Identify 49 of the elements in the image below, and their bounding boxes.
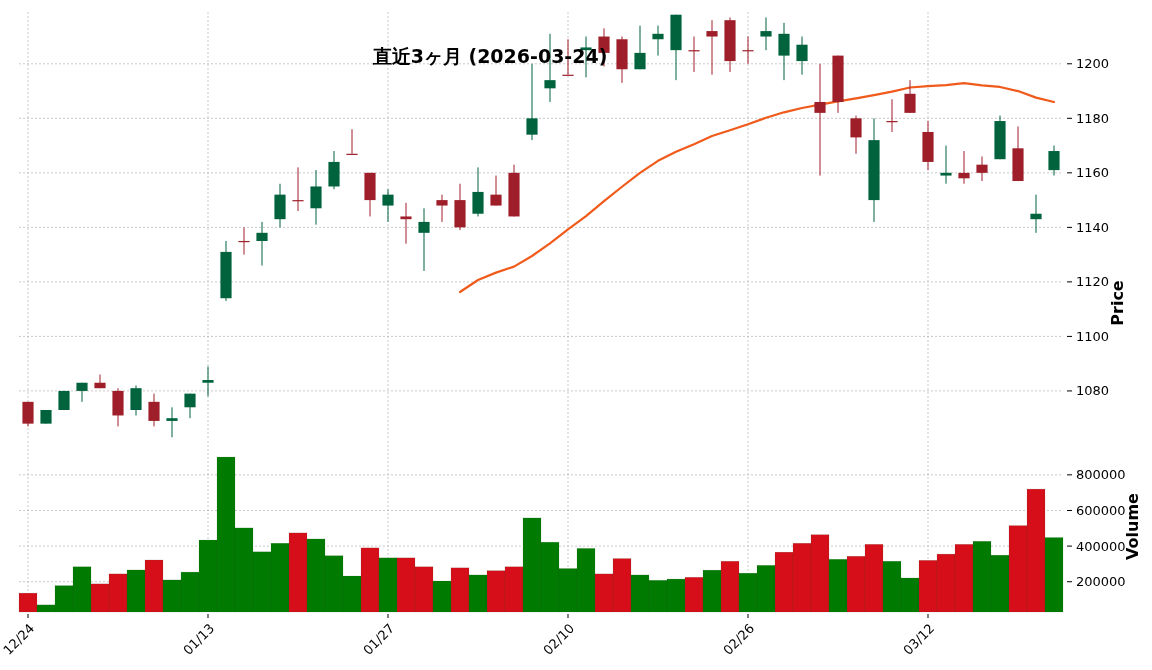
candlestick [904,79,916,114]
y-tick-label: 400000 [1076,538,1126,554]
candlestick [346,128,358,155]
candlestick [886,98,898,133]
candlestick [688,36,700,73]
candlestick [796,36,808,76]
y-tick-label: 600000 [1076,503,1126,519]
y-axis-title: Price [1108,280,1127,326]
y-tick-label: 200000 [1076,574,1126,590]
candlestick [760,16,772,51]
candlestick [400,202,412,245]
candlestick [1048,145,1060,177]
candlestick [202,365,214,397]
candlestick [706,19,718,76]
y-tick-label: 1160 [1076,165,1110,181]
candlestick [850,115,862,155]
candlestick [238,226,250,256]
candlestick [382,188,394,223]
y-tick-label: 1140 [1076,219,1110,235]
candlestick [958,150,970,185]
candlestick [814,63,826,177]
candlestick [94,374,106,389]
y-tick-label: 1080 [1076,383,1110,399]
text: 直近3ヶ月 (2026-03-24) [371,45,608,67]
candlestick [436,194,448,223]
candlestick [184,393,196,419]
candlestick [652,25,664,57]
candlestick [130,384,142,416]
candlestick [148,393,160,427]
candlestick [1030,194,1042,234]
y-tick-label: 1200 [1076,56,1110,72]
candlestick [22,401,34,427]
candlestick [778,22,790,81]
candlestick [940,145,952,185]
line-series [458,82,1056,294]
candlestick [634,25,646,70]
candlestick [418,207,430,272]
candlestick [310,169,322,226]
candlestick [292,166,304,212]
candlestick [166,406,178,438]
candlestick [490,175,502,207]
candlestick [976,155,988,182]
y-tick-label: 1120 [1076,274,1110,290]
y-tick-label: 800000 [1076,467,1126,483]
y-tick-label: 1100 [1076,328,1110,344]
candlestick [472,166,484,217]
candlestick [742,36,754,65]
y-tick-label: 1180 [1076,110,1110,126]
candlestick [256,221,268,267]
